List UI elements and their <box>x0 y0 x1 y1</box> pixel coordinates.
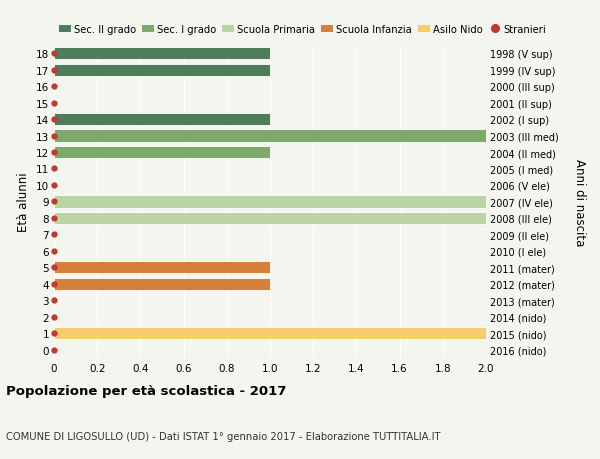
Bar <box>54 327 486 340</box>
Bar <box>54 130 486 142</box>
Bar <box>54 146 270 159</box>
Bar <box>54 212 486 224</box>
Text: COMUNE DI LIGOSULLO (UD) - Dati ISTAT 1° gennaio 2017 - Elaborazione TUTTITALIA.: COMUNE DI LIGOSULLO (UD) - Dati ISTAT 1°… <box>6 431 440 441</box>
Legend: Sec. II grado, Sec. I grado, Scuola Primaria, Scuola Infanzia, Asilo Nido, Stran: Sec. II grado, Sec. I grado, Scuola Prim… <box>59 25 547 35</box>
Bar <box>54 262 270 274</box>
Bar <box>54 278 270 290</box>
Bar <box>54 48 270 60</box>
Text: Popolazione per età scolastica - 2017: Popolazione per età scolastica - 2017 <box>6 384 286 397</box>
Bar <box>54 114 270 126</box>
Y-axis label: Anni di nascita: Anni di nascita <box>573 158 586 246</box>
Bar <box>54 64 270 77</box>
Y-axis label: Età alunni: Età alunni <box>17 172 31 232</box>
Bar <box>54 196 486 208</box>
